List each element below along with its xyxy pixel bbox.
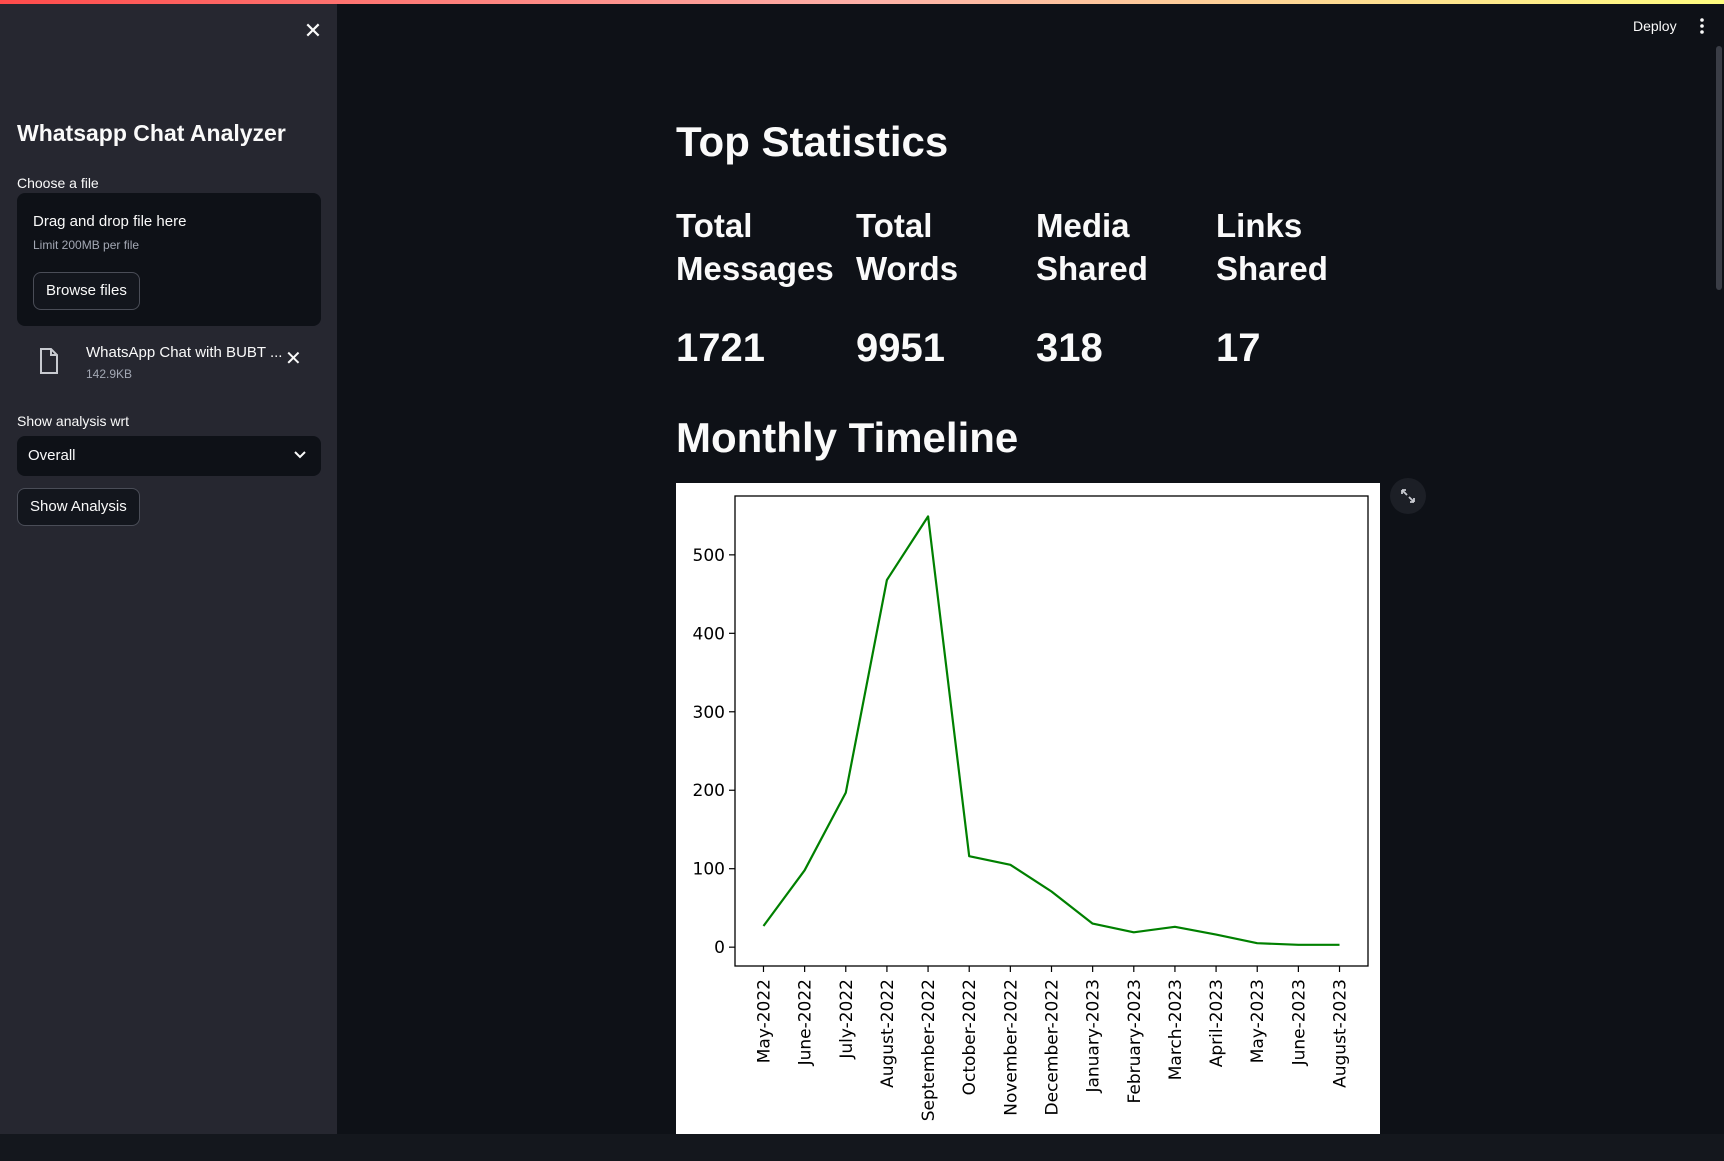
dropzone-title: Drag and drop file here [33, 213, 187, 230]
page-scrollbar[interactable] [1716, 46, 1722, 290]
stat-value: 9951 [856, 326, 945, 370]
stat-total-messages: Total Messages 1721 [676, 204, 846, 370]
monthly-timeline-chart: 0 100 200 300 400 500 May-2022 June-2022 July-20… [676, 483, 1380, 1139]
stat-value: 17 [1216, 326, 1261, 370]
x-tick-label: April-2023 [1207, 979, 1227, 1067]
show-analysis-button[interactable]: Show Analysis [17, 488, 140, 526]
stat-label: Media [1036, 207, 1130, 244]
close-sidebar-icon[interactable]: ✕ [303, 18, 323, 43]
file-size: 142.9KB [86, 367, 133, 381]
x-tick-label: August-2022 [878, 979, 898, 1088]
sidebar: ✕ Whatsapp Chat Analyzer Choose a file D… [0, 4, 337, 1134]
expand-icon [1401, 489, 1415, 503]
x-tick-label: February-2023 [1125, 979, 1145, 1103]
file-name: WhatsApp Chat with BUBT ... [86, 344, 283, 361]
monthly-timeline-heading: Monthly Timeline [676, 414, 1019, 461]
y-tick-label: 200 [693, 781, 725, 801]
remove-file-icon[interactable]: ✕ [285, 348, 302, 370]
y-tick-label: 100 [693, 860, 725, 880]
x-tick-label: January-2023 [1084, 979, 1104, 1094]
x-tick-label: October-2022 [960, 979, 980, 1095]
stat-label: Shared [1036, 250, 1148, 287]
x-tick-label: June-2023 [1289, 979, 1309, 1066]
stat-label: Shared [1216, 250, 1328, 287]
y-tick-label: 500 [693, 546, 725, 566]
x-tick-label: September-2022 [919, 979, 939, 1121]
stat-value: 1721 [676, 326, 765, 370]
app-title: Whatsapp Chat Analyzer [17, 120, 286, 146]
file-dropzone[interactable]: Drag and drop file here Limit 200MB per … [17, 193, 321, 326]
x-tick-label: December-2022 [1043, 979, 1063, 1115]
chart-axes-frame [734, 495, 1369, 967]
x-tick-label: May-2022 [754, 979, 774, 1063]
x-tick-label: November-2022 [1001, 979, 1021, 1116]
stat-label: Messages [676, 250, 834, 287]
stat-media-shared: Media Shared 318 [1036, 204, 1206, 370]
chevron-down-icon [294, 451, 306, 459]
x-tick-label: August-2023 [1331, 979, 1351, 1088]
uploaded-file: WhatsApp Chat with BUBT ... 142.9KB ✕ [17, 340, 321, 386]
main-menu-icon[interactable] [1696, 16, 1708, 36]
stat-label: Words [856, 250, 959, 287]
x-tick-label: July-2022 [837, 979, 857, 1060]
top-statistics-heading: Top Statistics [676, 118, 949, 165]
y-tick-label: 400 [693, 624, 725, 644]
uploader-label: Choose a file [17, 175, 99, 191]
bottom-bar [0, 1134, 1724, 1161]
series-line [762, 515, 1340, 946]
x-tick-label: June-2022 [796, 979, 816, 1066]
fullscreen-button[interactable] [1390, 478, 1426, 514]
stat-label: Total [676, 207, 753, 244]
file-icon [40, 348, 58, 374]
select-value: Overall [28, 447, 76, 464]
deploy-button[interactable]: Deploy [1633, 18, 1677, 34]
top-accent-bar [0, 0, 1724, 4]
x-tick-label: March-2023 [1166, 979, 1186, 1080]
dropzone-limit: Limit 200MB per file [33, 238, 140, 252]
stat-label: Links [1216, 207, 1303, 244]
stat-total-words: Total Words 9951 [856, 204, 1026, 370]
select-label: Show analysis wrt [17, 413, 130, 429]
stat-links-shared: Links Shared 17 [1216, 204, 1386, 370]
browse-files-button[interactable]: Browse files [33, 272, 140, 310]
analysis-select[interactable]: Overall [17, 436, 321, 476]
stat-value: 318 [1036, 326, 1103, 370]
y-tick-label: 300 [693, 703, 725, 723]
y-tick-label: 0 [714, 938, 725, 958]
chart-svg: 0 100 200 300 400 500 May-2022 June-2022 July-20… [693, 495, 1369, 1121]
x-tick-label: May-2023 [1248, 979, 1268, 1063]
stat-label: Total [856, 207, 933, 244]
